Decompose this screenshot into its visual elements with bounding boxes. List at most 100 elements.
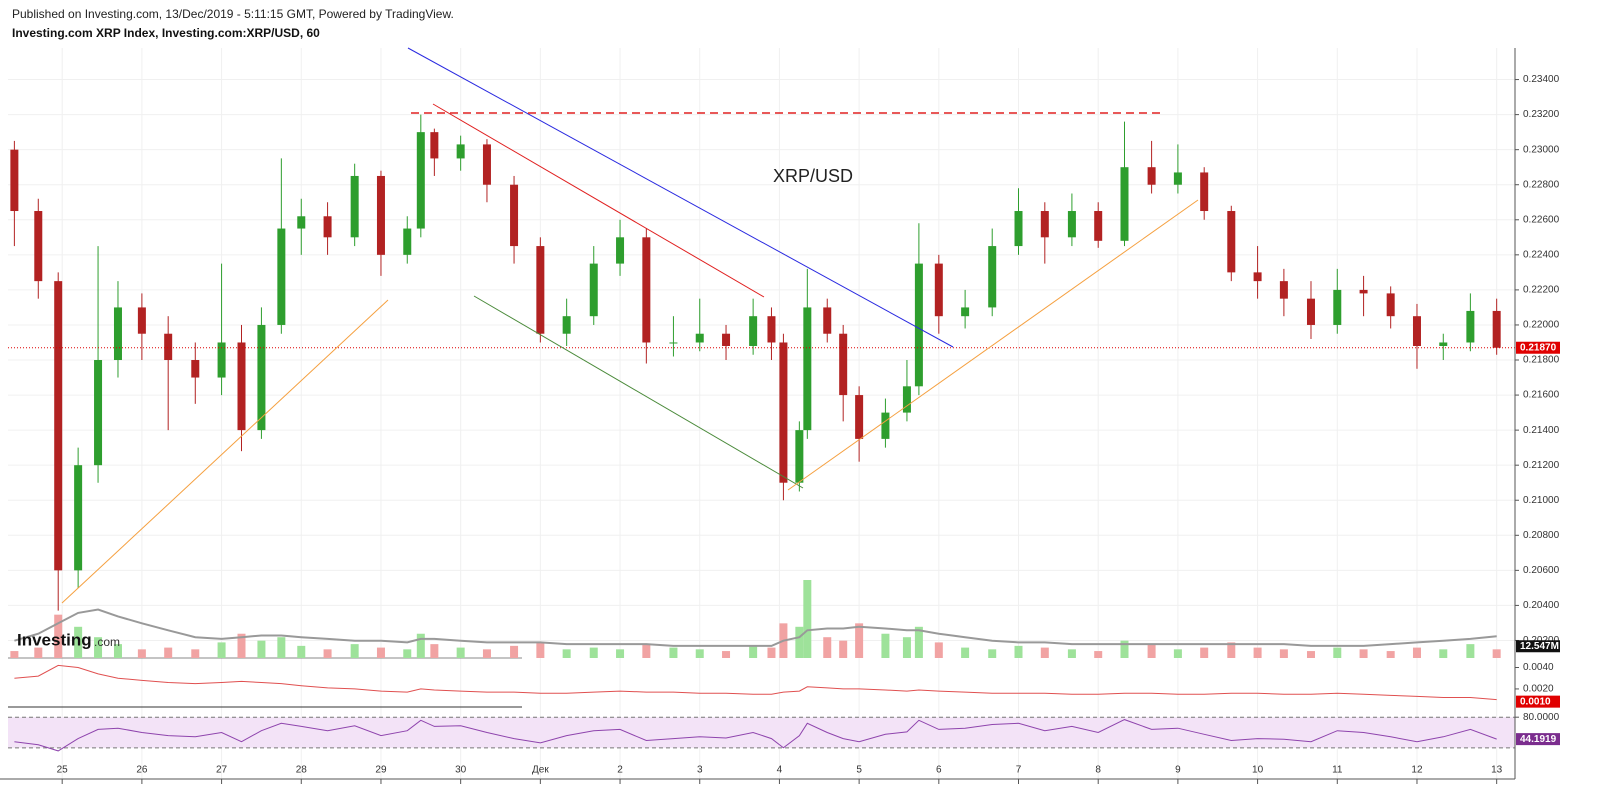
- y-tick-label: 0.21600: [1523, 390, 1560, 401]
- volume-bar: [1253, 647, 1262, 658]
- y-tick-label: 0.20400: [1523, 600, 1560, 611]
- volume-bar: [74, 626, 83, 658]
- candle-body: [1386, 293, 1395, 317]
- candle-body: [1067, 211, 1076, 238]
- volume-bar: [1439, 649, 1448, 658]
- candle-body: [74, 465, 83, 571]
- x-tick-label: 29: [375, 765, 387, 776]
- candle-body: [589, 263, 598, 317]
- candle-body: [1492, 310, 1501, 348]
- x-tick-label: 3: [697, 765, 703, 776]
- volume-bar: [1279, 649, 1288, 658]
- volume-bar: [10, 651, 19, 658]
- candle-body: [430, 132, 439, 159]
- volume-bar: [803, 580, 812, 658]
- last-price-label: 0.21870: [1520, 342, 1557, 353]
- marks: [8, 114, 1515, 752]
- trend-line: [407, 47, 954, 348]
- candle-body: [1439, 342, 1448, 346]
- indicator-line: [14, 664, 1497, 701]
- y-tick-label: 0.22600: [1523, 214, 1560, 225]
- volume-bar: [855, 623, 864, 658]
- y-tick-label: 0.20800: [1523, 530, 1560, 541]
- candle-body: [1094, 211, 1103, 241]
- volume-bar: [403, 649, 412, 658]
- x-tick-label: 4: [777, 765, 783, 776]
- candle-body: [191, 360, 200, 378]
- candle-body: [1306, 298, 1315, 325]
- candle-body: [1040, 211, 1049, 238]
- volume-bar: [1067, 649, 1076, 658]
- volume-bar: [510, 645, 519, 658]
- x-tick-label: 28: [296, 765, 308, 776]
- y-tick-label: 0.21400: [1523, 425, 1560, 436]
- volume-bar: [536, 642, 545, 658]
- candle-body: [403, 228, 412, 255]
- candle-body: [217, 342, 226, 378]
- volume-bar: [669, 647, 678, 658]
- volume-bar: [1120, 640, 1129, 658]
- volume-bar: [934, 642, 943, 658]
- x-tick-label: 8: [1095, 765, 1101, 776]
- candle-body: [749, 316, 758, 346]
- volume-bar: [217, 642, 226, 658]
- candle-body: [113, 307, 122, 361]
- volume-bar: [277, 637, 286, 658]
- y-tick-label: 0.23000: [1523, 144, 1560, 155]
- trend-lines: [61, 47, 1199, 604]
- candle-body: [795, 430, 804, 483]
- volume-bar: [1466, 644, 1475, 658]
- volume-bar: [191, 649, 200, 658]
- volume-bar: [589, 647, 598, 658]
- volume-bar: [54, 614, 63, 658]
- y-tick-label: 0.20600: [1523, 565, 1560, 576]
- volume-bar: [961, 647, 970, 658]
- y-tick-label: 0.22800: [1523, 179, 1560, 190]
- candle-body: [695, 333, 704, 343]
- candle-body: [1466, 310, 1475, 343]
- volume-bar: [416, 633, 425, 658]
- x-tick-label: 26: [136, 765, 148, 776]
- candle-body: [257, 324, 266, 431]
- volume-bar: [237, 633, 246, 658]
- volume-bar: [1200, 647, 1209, 658]
- x-tick-label: 13: [1491, 765, 1503, 776]
- volume-bar: [1040, 647, 1049, 658]
- candle-body: [10, 149, 19, 212]
- volume-bar: [749, 645, 758, 658]
- volume-bar: [257, 640, 266, 658]
- volume-bar: [1359, 649, 1368, 658]
- volume-bar: [642, 644, 651, 658]
- candle-body: [1173, 172, 1182, 185]
- trend-line: [432, 103, 765, 298]
- volume-bar: [113, 644, 122, 658]
- candle-body: [323, 216, 332, 238]
- y-tick-label: 0.22000: [1523, 320, 1560, 331]
- volume-bar: [902, 637, 911, 658]
- volume-bar: [350, 644, 359, 658]
- volume-bar: [839, 640, 848, 658]
- rsi-label-box: [1516, 733, 1560, 746]
- candle-body: [839, 333, 848, 396]
- candle-body: [961, 307, 970, 317]
- candle-body: [642, 237, 651, 343]
- candle-body: [722, 333, 731, 346]
- candle-body: [350, 175, 359, 238]
- candle-body: [536, 246, 545, 334]
- candle-body: [1359, 289, 1368, 294]
- volume-bar: [482, 649, 491, 658]
- indicator-label: 0.0010: [1520, 696, 1551, 707]
- logo-suffix: .com: [94, 635, 120, 649]
- candle-body: [1412, 316, 1421, 346]
- y-tick-label: 0.21000: [1523, 495, 1560, 506]
- last-price-label-box: [1516, 341, 1560, 354]
- rsi-band: [8, 717, 1515, 748]
- x-tick-label: 6: [936, 765, 942, 776]
- y-tick-label: 80.0000: [1523, 712, 1560, 723]
- volume-bar: [430, 644, 439, 658]
- candle-body: [456, 144, 465, 159]
- volume-bar: [34, 647, 43, 658]
- volume-ma-line: [14, 608, 1497, 647]
